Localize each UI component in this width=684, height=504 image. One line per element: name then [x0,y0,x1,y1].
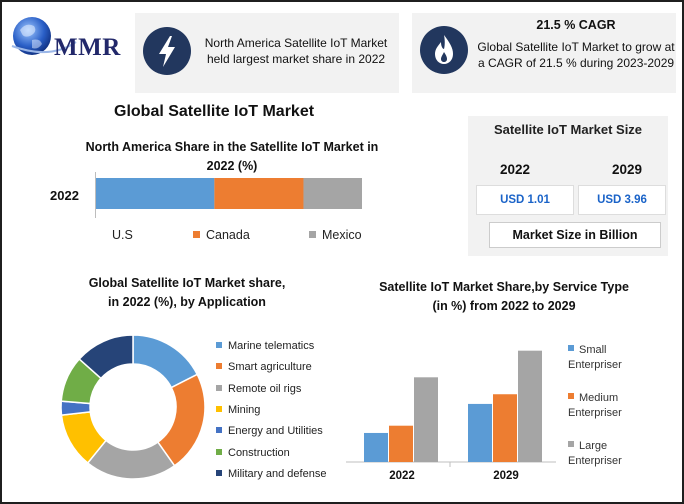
service-category-label: 2022 [389,470,415,482]
donut-legend-construction: Construction [216,447,290,459]
service-legend-small-enterpriser: Small Enterpriser [568,343,648,373]
donut-chart-title: Global Satellite IoT Market share, in 20… [88,276,286,309]
lightning-icon [143,27,191,75]
north-america-card: North America Satellite IoT Market held … [135,13,399,93]
donut-legend-swatch [216,405,222,412]
brand-logo: MMR [10,12,134,70]
service-category-label: 2029 [493,470,519,482]
donut-legend-military-and-defense: Military and defense [216,468,326,480]
donut-legend-swatch [216,469,222,476]
donut-legend-swatch [216,448,222,455]
north-america-text: North America Satellite IoT Market held … [204,36,388,66]
stacked-chart-title: North America Share in the Satellite IoT… [85,140,379,173]
service-legend-label: Large Enterpriser [568,440,622,467]
stacked-bar-canada [214,178,304,209]
service-bar-2022-small-enterpriser [364,432,388,462]
donut-legend-smart-agriculture: Smart agriculture [216,361,312,373]
service-bar-chart: 2022 2029 [346,350,556,482]
service-legend-label: Medium Enterpriser [568,392,622,419]
service-bar-2029-small-enterpriser [468,403,492,462]
service-legend-swatch [568,441,574,447]
service-legend-swatch [568,393,574,399]
service-bar-2029-medium-enterpriser [493,394,517,462]
logo-text: MMR [54,34,121,61]
market-size-value-1: USD 1.01 [476,185,574,215]
donut-legend-remote-oil-rigs: Remote oil rigs [216,383,301,395]
service-legend-medium-enterpriser: Medium Enterpriser [568,391,648,421]
donut-legend-energy-and-utilities: Energy and Utilities [216,425,323,437]
donut-legend-label: Remote oil rigs [228,382,302,395]
service-bar-2022-large-enterpriser [414,377,438,462]
legend-canada-label: Canada [206,228,250,242]
donut-legend-label: Smart agriculture [228,361,312,374]
stacked-bar-mexico [303,178,362,209]
donut-legend-swatch [216,342,222,348]
market-size-value-2: USD 3.96 [578,185,666,215]
donut-legend-label: Construction [228,446,290,459]
donut-legend-label: Energy and Utilities [228,425,323,438]
service-bar-2029-large-enterpriser [518,350,542,462]
page-title: Global Satellite IoT Market [114,103,315,120]
legend-us-label: U.S [112,228,133,242]
donut-slice-military-and-defense [78,334,134,380]
stacked-bar-us [96,178,215,209]
donut-legend-swatch [216,427,222,434]
donut-legend-label: Marine telematics [228,340,315,352]
donut-legend-label: Mining [228,403,261,416]
service-chart-title: Satellite IoT Market Share,by Service Ty… [379,280,629,313]
flame-icon [420,26,468,74]
market-size-title: Satellite IoT Market Size [493,122,643,137]
globe-icon [11,17,77,55]
service-legend-large-enterpriser: Large Enterpriser [568,439,648,469]
mexico-swatch [309,231,316,238]
donut-legend-mining: Mining [216,404,260,416]
donut-legend-swatch [216,363,222,370]
cagr-card: 21.5 % CAGR Global Satellite IoT Market … [412,13,676,93]
donut-legend-swatch [216,384,222,391]
legend-us: U.S [112,228,133,242]
legend-mexico: Mexico [309,228,362,242]
market-size-year-2: 2029 [612,162,643,177]
cagr-title: 21.5 % CAGR [536,18,616,32]
canada-swatch [193,231,200,238]
service-legend-label: Small Enterpriser [568,344,622,371]
service-bar-2022-medium-enterpriser [389,425,413,462]
market-size-year-1: 2022 [500,162,531,177]
donut-legend-marine-telematics: Marine telematics [216,340,314,352]
stacked-bar-chart [96,178,362,209]
market-size-note: Market Size in Billion [489,222,661,248]
legend-mexico-label: Mexico [322,228,362,242]
stacked-axis [95,172,96,218]
legend-canada: Canada [193,228,250,242]
donut-chart [60,334,206,480]
service-legend-swatch [568,345,574,351]
stacked-category-label: 2022 [50,188,79,203]
cagr-text: Global Satellite IoT Market to grow at a… [477,40,675,70]
donut-legend-label: Military and defense [228,467,327,480]
market-size-box: Satellite IoT Market Size 2022 2029 USD … [468,116,668,256]
